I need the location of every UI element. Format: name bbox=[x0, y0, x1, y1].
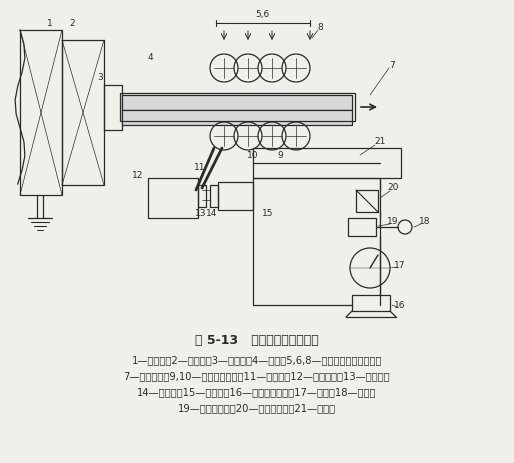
Bar bbox=[356, 190, 378, 212]
Text: 4: 4 bbox=[147, 54, 153, 63]
Bar bbox=[253, 148, 401, 178]
Text: 5,6: 5,6 bbox=[255, 10, 269, 19]
Text: 8: 8 bbox=[317, 24, 323, 32]
Text: 19—机械控制阀；20—流量调节器；21—进油管: 19—机械控制阀；20—流量调节器；21—进油管 bbox=[178, 403, 336, 413]
Text: 15: 15 bbox=[262, 208, 274, 218]
Text: 14—液马达；15—回油管；16—压力油贮存器；17—油泵；18—凸轮；: 14—液马达；15—回油管；16—压力油贮存器；17—油泵；18—凸轮； bbox=[137, 387, 377, 397]
Text: 7—引拉方向；9,10—下辊和环形链；11—传动轴；12—减速装置；13—联轴器；: 7—引拉方向；9,10—下辊和环形链；11—传动轴；12—减速装置；13—联轴器… bbox=[124, 371, 390, 381]
Bar bbox=[104, 85, 122, 130]
Bar bbox=[122, 110, 352, 125]
Bar bbox=[20, 30, 62, 195]
Text: 11: 11 bbox=[194, 163, 206, 173]
Bar bbox=[148, 178, 198, 218]
Bar bbox=[120, 93, 355, 121]
Text: 图 5-13   液马达间断牵引装置: 图 5-13 液马达间断牵引装置 bbox=[195, 333, 319, 346]
Bar bbox=[210, 185, 218, 207]
Text: 1—浇注炉；2—炉前室；3—结晶器；4—铸锭；5,6,8—牵引装置的上压紧辊；: 1—浇注炉；2—炉前室；3—结晶器；4—铸锭；5,6,8—牵引装置的上压紧辊； bbox=[132, 355, 382, 365]
Text: 19: 19 bbox=[387, 218, 399, 226]
Text: 16: 16 bbox=[394, 300, 406, 309]
Bar bbox=[352, 295, 390, 311]
Text: 17: 17 bbox=[394, 261, 406, 269]
Text: 13: 13 bbox=[195, 208, 207, 218]
Bar bbox=[348, 218, 376, 236]
Bar bbox=[62, 40, 104, 185]
Text: 18: 18 bbox=[419, 218, 431, 226]
Bar bbox=[122, 95, 352, 110]
Text: 1: 1 bbox=[47, 19, 53, 29]
Text: 9: 9 bbox=[277, 150, 283, 159]
Text: 21: 21 bbox=[374, 138, 386, 146]
Text: 7: 7 bbox=[389, 61, 395, 69]
Bar bbox=[218, 182, 253, 210]
Text: 14: 14 bbox=[206, 208, 218, 218]
Bar bbox=[198, 185, 206, 207]
Text: 10: 10 bbox=[247, 150, 259, 159]
Text: 20: 20 bbox=[388, 183, 399, 193]
Text: 12: 12 bbox=[132, 170, 144, 180]
Text: 2: 2 bbox=[69, 19, 75, 29]
Text: 3: 3 bbox=[97, 74, 103, 82]
